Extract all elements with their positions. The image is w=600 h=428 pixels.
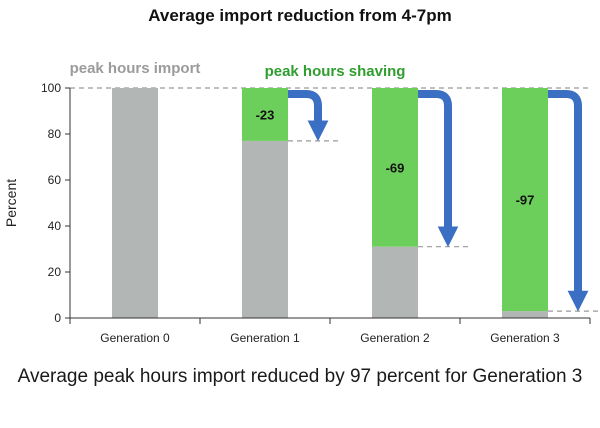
y-tick-label-60: 60 (48, 173, 62, 187)
x-tick-label-3: Generation 3 (490, 331, 560, 345)
chart-caption: Average peak hours import reduced by 97 … (17, 366, 583, 387)
chart-title: Average import reduction from 4-7pm (148, 6, 452, 25)
y-tick-label-100: 100 (41, 81, 61, 95)
legend-peak-hours-import: peak hours import (70, 60, 201, 77)
reduction-arrows (288, 90, 589, 312)
x-tick-label-1: Generation 1 (230, 331, 300, 345)
bar-import-1 (242, 140, 288, 318)
bar-import-2 (372, 246, 418, 318)
bar-shaving-2 (372, 88, 418, 247)
y-axis-label: Percent (3, 179, 19, 227)
data-label-2: -69 (386, 160, 405, 175)
data-label-3: -97 (516, 193, 535, 208)
legend-peak-hours-shaving: peak hours shaving (265, 63, 406, 80)
x-tick-label-0: Generation 0 (100, 331, 170, 345)
reduction-arrow-1 (288, 90, 329, 142)
bar-import-0 (112, 88, 158, 318)
y-tick-label-0: 0 (54, 311, 61, 325)
data-label-1: -23 (256, 107, 275, 122)
y-tick-label-80: 80 (48, 127, 62, 141)
bar-shaving-3 (502, 88, 548, 312)
y-tick-label-40: 40 (48, 219, 62, 233)
reduction-arrow-2 (418, 90, 459, 248)
axes: Generation 0 Generation 1 Generation 2 Gene… (41, 81, 591, 345)
reduction-arrow-3 (548, 90, 589, 312)
bar-import-3 (502, 311, 548, 318)
x-tick-label-2: Generation 2 (360, 331, 430, 345)
bar-shaving-1 (242, 88, 288, 141)
data-labels: -23 -69 -97 (256, 107, 535, 207)
y-tick-label-20: 20 (48, 265, 62, 279)
bars (112, 88, 548, 318)
